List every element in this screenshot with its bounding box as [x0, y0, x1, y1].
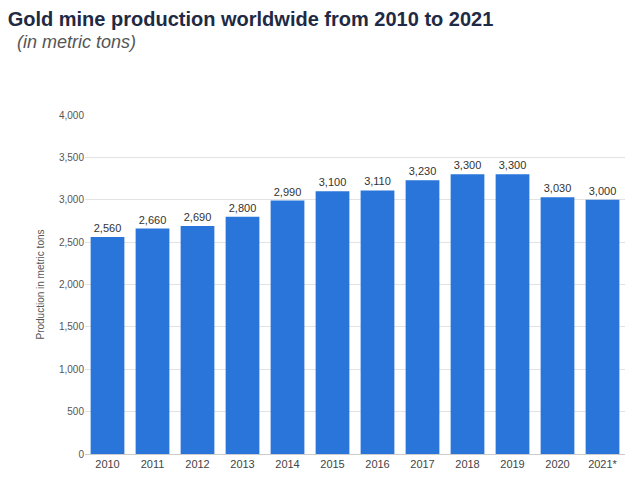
svg-text:3,230: 3,230 — [409, 165, 437, 177]
svg-text:Production in metric tons: Production in metric tons — [35, 229, 46, 339]
svg-text:3,000: 3,000 — [589, 185, 617, 197]
svg-text:1,500: 1,500 — [59, 321, 84, 332]
svg-text:2,990: 2,990 — [274, 186, 302, 198]
svg-text:Gold mine production worldwide: Gold mine production worldwide from 2010… — [8, 8, 494, 30]
svg-text:2015: 2015 — [320, 458, 344, 470]
svg-text:2,660: 2,660 — [139, 214, 167, 226]
svg-text:3,110: 3,110 — [364, 175, 391, 187]
svg-text:2019: 2019 — [500, 458, 524, 470]
svg-text:3,300: 3,300 — [454, 159, 482, 171]
svg-text:2,690: 2,690 — [184, 211, 212, 223]
svg-text:2011: 2011 — [141, 458, 165, 470]
svg-text:2,500: 2,500 — [59, 237, 84, 248]
svg-text:3,030: 3,030 — [544, 182, 572, 194]
svg-text:2012: 2012 — [185, 458, 209, 470]
svg-text:2,800: 2,800 — [229, 202, 257, 214]
svg-text:2,000: 2,000 — [59, 279, 84, 290]
svg-text:2021*: 2021* — [588, 458, 617, 470]
svg-text:3,100: 3,100 — [319, 176, 347, 188]
svg-text:1,000: 1,000 — [59, 364, 84, 375]
svg-text:500: 500 — [67, 406, 84, 417]
svg-text:3,000: 3,000 — [59, 194, 84, 205]
svg-text:0: 0 — [78, 449, 84, 460]
svg-text:2,560: 2,560 — [94, 222, 122, 234]
svg-text:2014: 2014 — [275, 458, 299, 470]
svg-text:3,500: 3,500 — [59, 152, 84, 163]
svg-text:(in metric tons): (in metric tons) — [17, 32, 136, 52]
svg-text:2016: 2016 — [365, 458, 389, 470]
svg-text:2013: 2013 — [230, 458, 254, 470]
svg-text:2020: 2020 — [545, 458, 569, 470]
svg-text:2018: 2018 — [455, 458, 479, 470]
svg-text:3,300: 3,300 — [499, 159, 527, 171]
svg-text:2017: 2017 — [410, 458, 434, 470]
svg-text:2010: 2010 — [95, 458, 119, 470]
svg-text:4,000: 4,000 — [59, 110, 84, 121]
